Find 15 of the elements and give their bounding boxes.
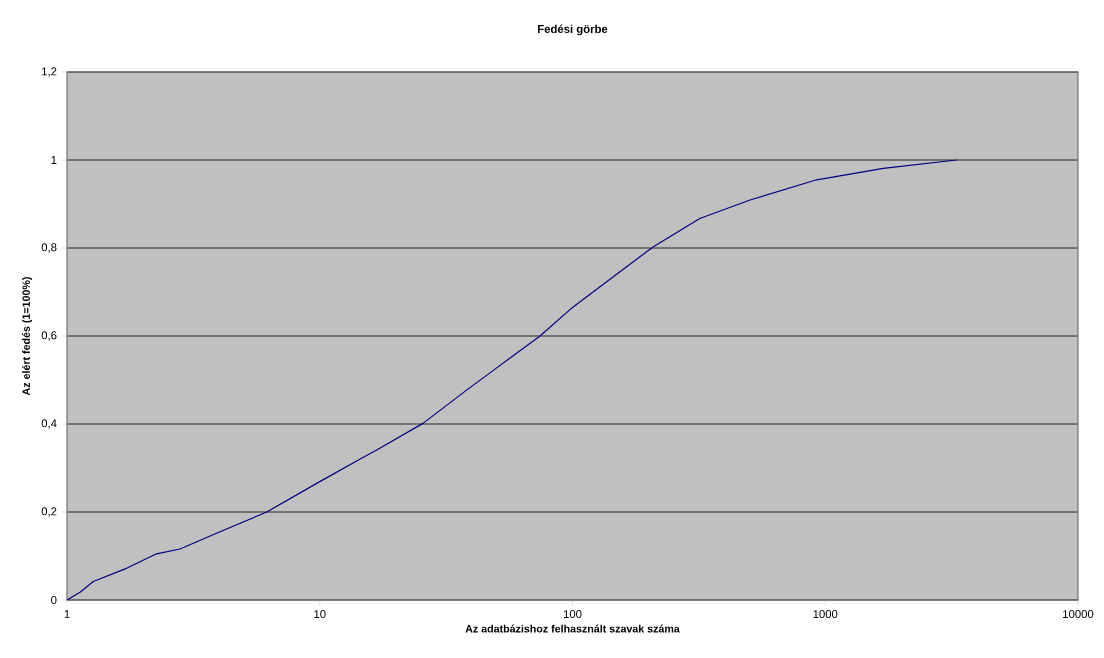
x-axis-title: Az adatbázishoz felhasznált szavak száma (465, 624, 680, 633)
y-tick-label: 0,6 (41, 331, 57, 341)
y-tick-label: 1,2 (42, 67, 57, 77)
x-tick-label: 1 (64, 610, 70, 618)
x-tick-label: 10000 (1063, 610, 1094, 619)
y-tick-label: 0,4 (41, 419, 57, 429)
y-tick-label: 0 (51, 596, 57, 605)
y-tick-label: 1 (51, 156, 57, 164)
chart-title: Fedési görbe (537, 24, 608, 36)
y-tick-label: 0,8 (41, 243, 57, 253)
y-axis-title: Az elért fedés (1=100%) (22, 277, 33, 396)
x-tick-label: 10 (314, 610, 326, 619)
x-tick-label: 1000 (813, 610, 838, 619)
x-tick-label: 100 (563, 610, 582, 619)
y-tick-label: 0,2 (41, 507, 57, 517)
